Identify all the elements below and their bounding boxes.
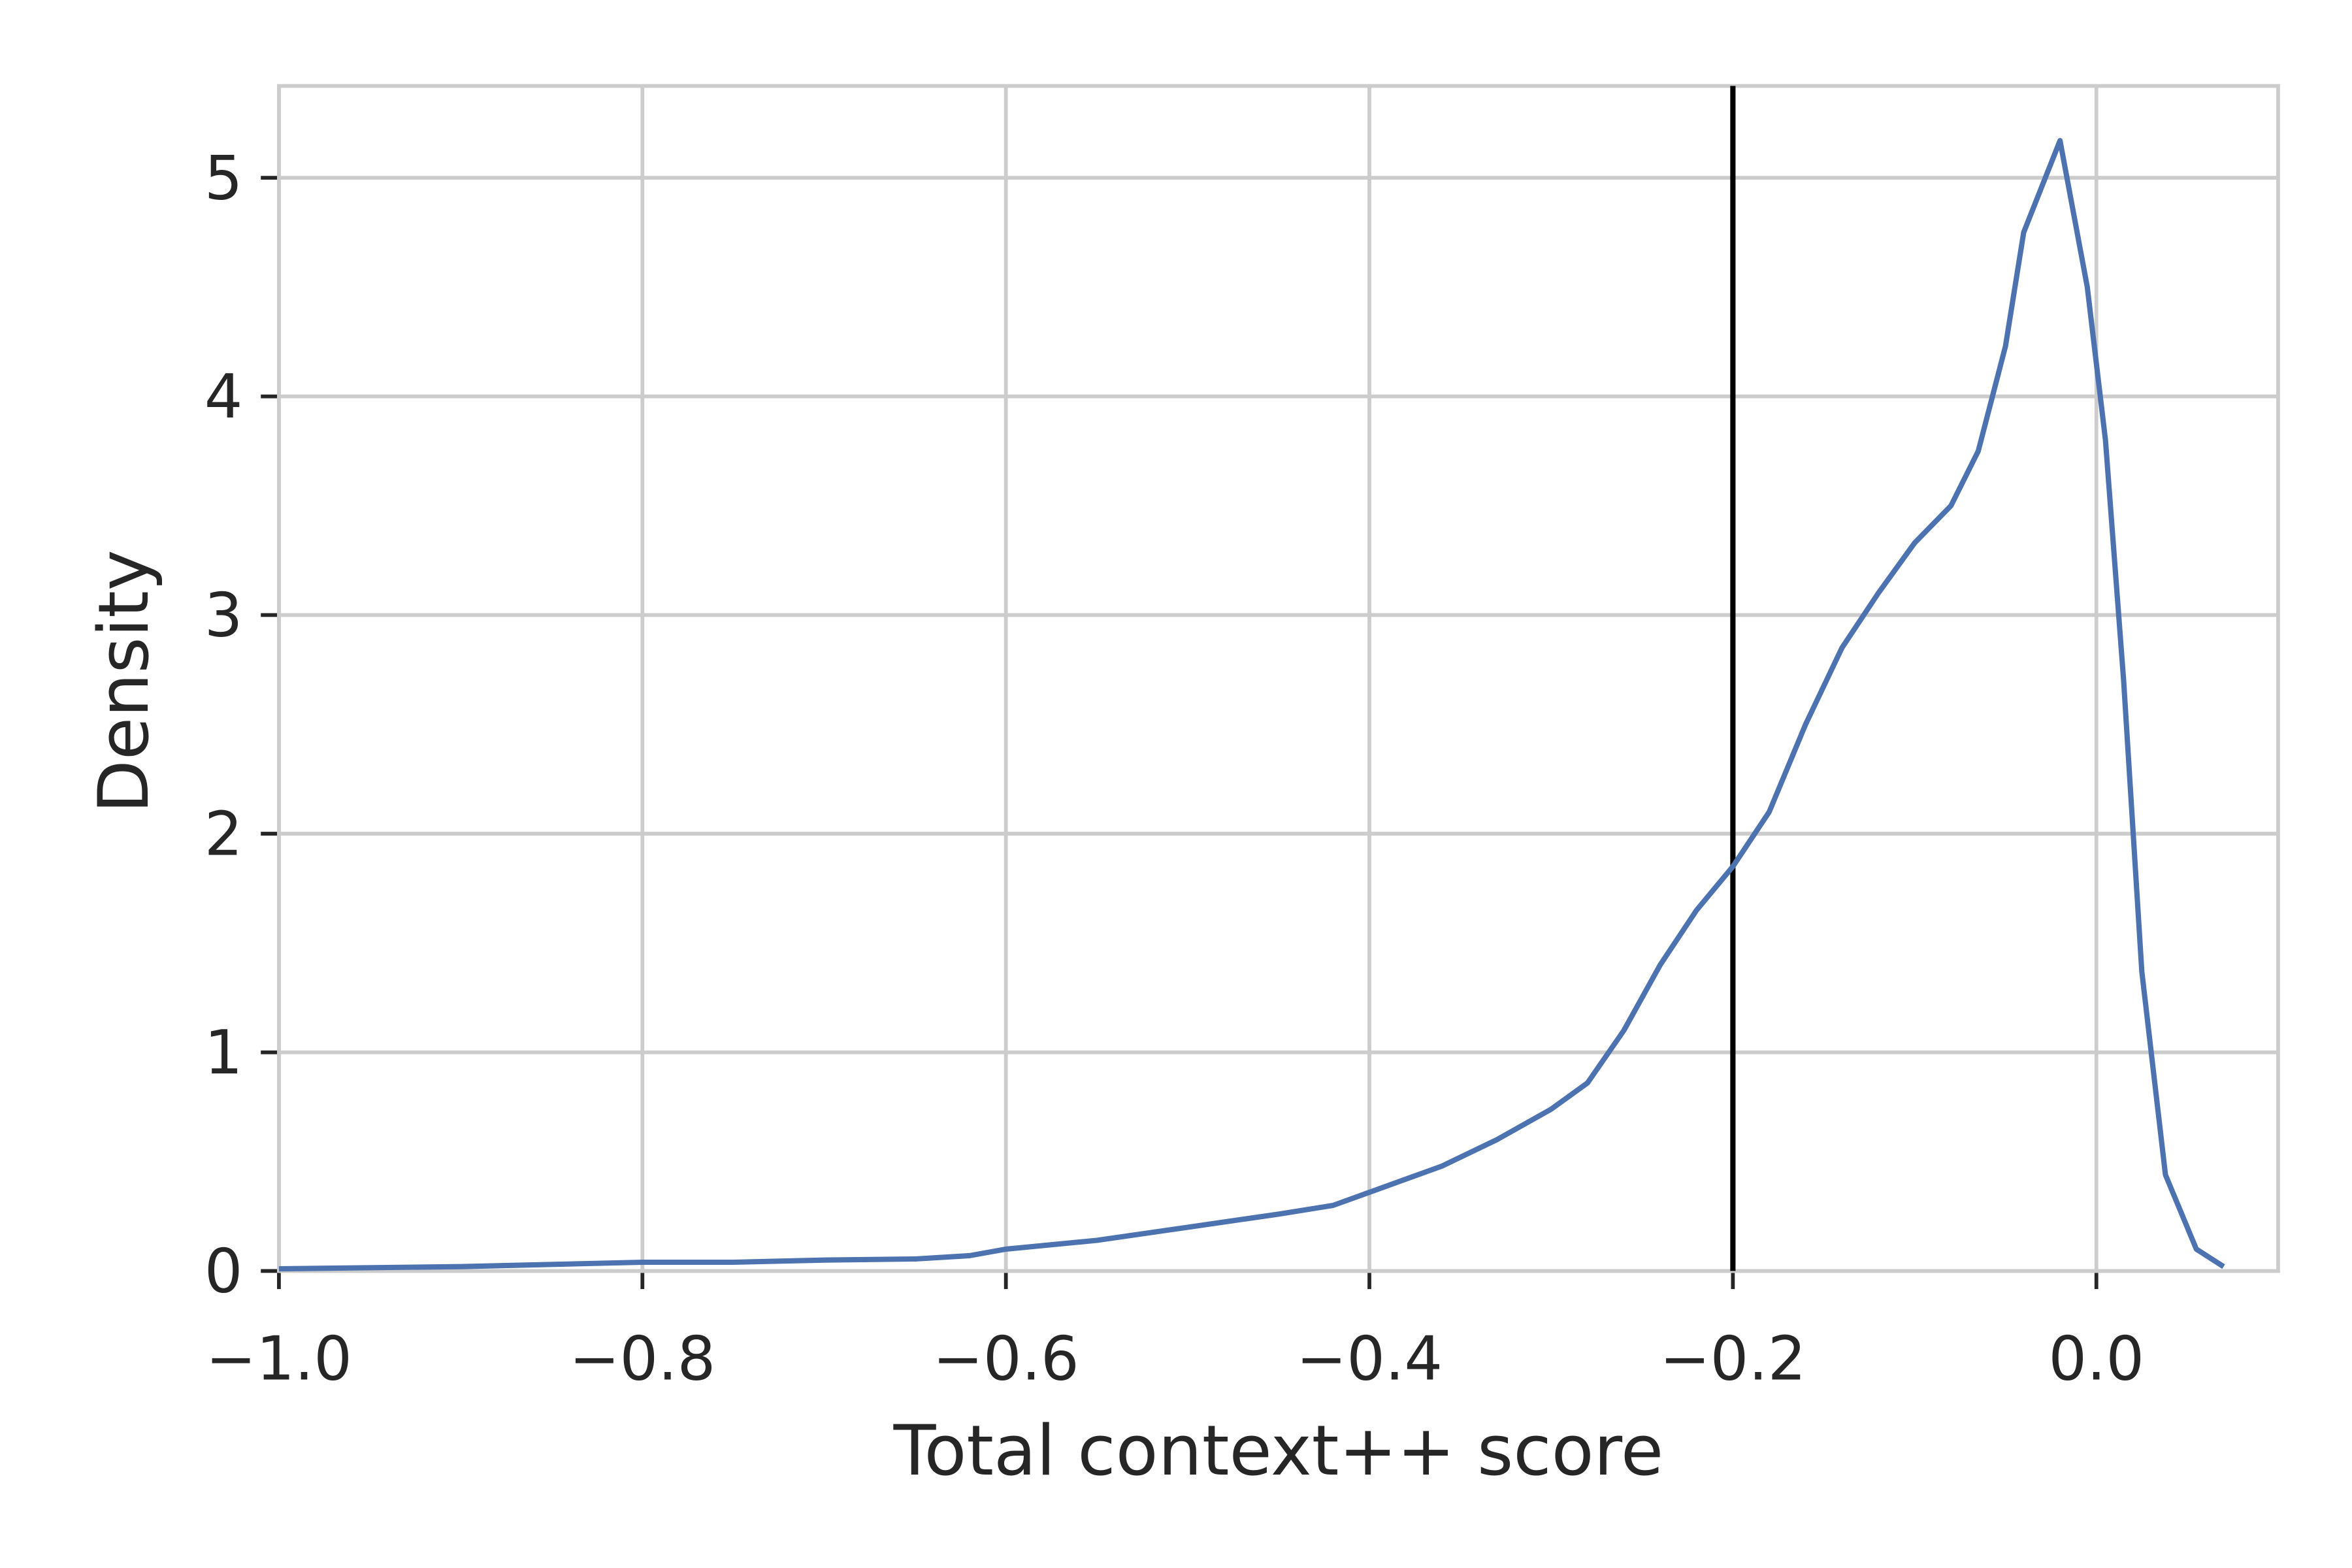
x-tick-label: −1.0 (206, 1324, 352, 1394)
x-tick-label: 0.0 (2048, 1324, 2144, 1394)
y-tick-label: 4 (204, 361, 243, 432)
y-tick-label: 5 (204, 142, 243, 213)
plot-frame (277, 84, 2280, 1273)
kde-line (278, 138, 2225, 1272)
x-tick-label: −0.6 (933, 1324, 1079, 1394)
x-tick-label: −0.2 (1659, 1324, 1806, 1394)
x-tick-label: −0.4 (1296, 1324, 1443, 1394)
y-tick-label: 3 (204, 580, 243, 651)
y-tick-label: 2 (204, 798, 243, 869)
x-axis-label: Total context++ score (893, 1411, 1663, 1492)
y-axis-label: Density (84, 549, 165, 813)
y-tick-label: 1 (204, 1017, 243, 1088)
x-tick-label: −0.8 (569, 1324, 715, 1394)
y-tick-label: 0 (204, 1236, 243, 1307)
